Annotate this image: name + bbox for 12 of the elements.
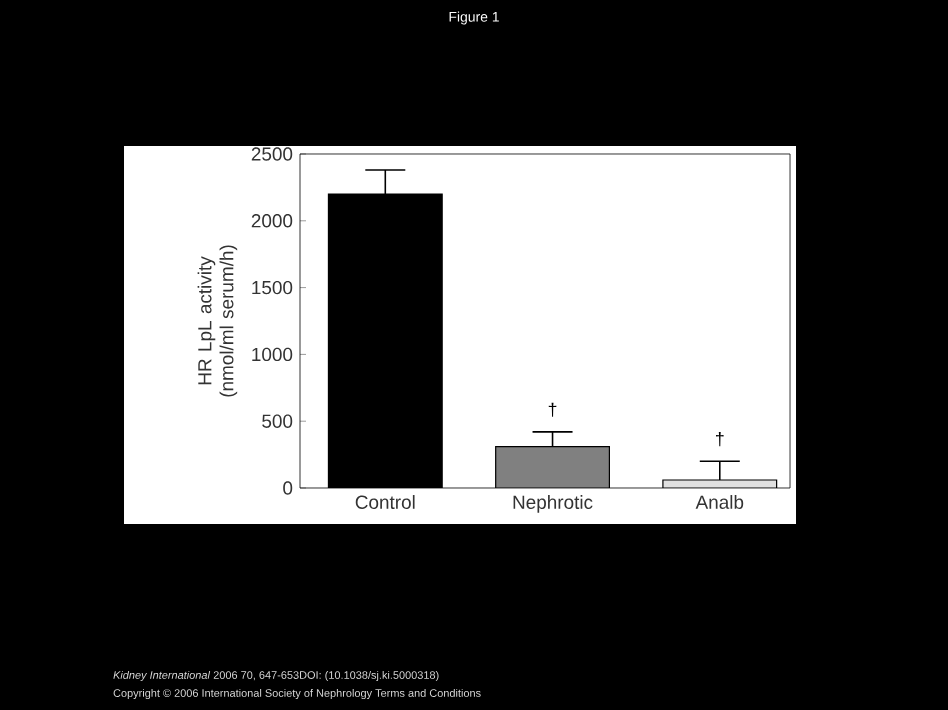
- x-tick-label: Nephrotic: [513, 495, 593, 513]
- x-tick-label: Analb: [695, 495, 744, 509]
- y-tick-label: 500: [262, 414, 293, 428]
- y-tick-label: 1500: [252, 280, 293, 295]
- y-tick-label: 1000: [252, 347, 293, 362]
- y-tick-label: 0: [283, 481, 293, 495]
- y-tick-label: 2000: [251, 214, 293, 228]
- y-tick-label: 2500: [251, 147, 293, 161]
- annotation: †: [716, 432, 724, 447]
- y-axis-title: HR LpL activity (nmol/ml serum/h): [197, 245, 238, 397]
- annotation: †: [548, 402, 557, 417]
- x-tick-label: Control: [355, 495, 415, 509]
